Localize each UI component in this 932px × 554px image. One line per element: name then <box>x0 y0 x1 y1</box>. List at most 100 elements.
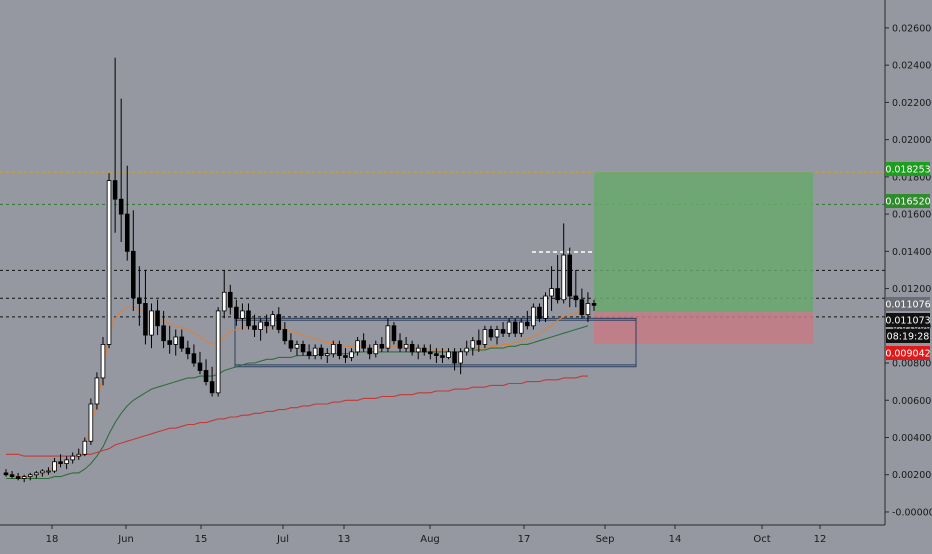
candle[interactable] <box>131 210 136 311</box>
candle[interactable] <box>482 325 488 349</box>
candle[interactable] <box>512 318 518 337</box>
candle[interactable] <box>234 299 239 326</box>
candle[interactable] <box>555 255 560 304</box>
candle[interactable] <box>94 372 100 410</box>
candle[interactable] <box>318 344 324 360</box>
candle[interactable] <box>173 329 179 356</box>
candle[interactable] <box>518 318 524 337</box>
candle[interactable] <box>403 336 409 352</box>
candle[interactable] <box>300 340 306 356</box>
candle[interactable] <box>500 322 506 337</box>
price-badge[interactable]: 08:19:28 <box>886 329 930 343</box>
candle[interactable] <box>331 340 336 358</box>
price-badge[interactable]: 0.018253 <box>885 162 931 176</box>
candle[interactable] <box>361 333 366 352</box>
candle[interactable] <box>506 318 512 337</box>
candle[interactable] <box>252 314 257 337</box>
candle[interactable] <box>276 307 282 334</box>
candle[interactable] <box>549 266 554 311</box>
candle[interactable] <box>240 303 245 330</box>
candle[interactable] <box>567 247 573 308</box>
candle[interactable] <box>537 303 542 323</box>
candle[interactable] <box>561 223 566 304</box>
candle[interactable] <box>40 469 45 477</box>
candle[interactable] <box>264 314 269 334</box>
price-badge[interactable]: 0.011073 <box>885 313 931 327</box>
candle[interactable] <box>106 173 112 349</box>
candle[interactable] <box>209 366 215 397</box>
candle[interactable] <box>434 348 439 364</box>
candle[interactable] <box>155 299 160 336</box>
candle[interactable] <box>391 322 397 345</box>
candle[interactable] <box>349 348 354 362</box>
candle[interactable] <box>161 310 166 349</box>
candle[interactable] <box>409 340 415 356</box>
candle[interactable] <box>397 333 403 352</box>
candle[interactable] <box>149 303 154 349</box>
candle[interactable] <box>9 471 15 479</box>
long-position-stop-zone[interactable] <box>594 312 813 344</box>
candle[interactable] <box>100 336 106 386</box>
candle[interactable] <box>470 336 476 356</box>
candle[interactable] <box>324 348 330 364</box>
candle[interactable] <box>373 340 379 358</box>
candle[interactable] <box>585 292 591 323</box>
candle[interactable] <box>288 333 294 352</box>
candle[interactable] <box>15 472 21 481</box>
candle[interactable] <box>385 318 391 352</box>
candle[interactable] <box>355 336 360 356</box>
candle[interactable] <box>76 448 82 460</box>
candle[interactable] <box>306 344 312 360</box>
candle[interactable] <box>282 322 288 345</box>
candle[interactable] <box>421 344 427 356</box>
candle[interactable] <box>488 325 494 341</box>
candle[interactable] <box>112 57 118 233</box>
candle[interactable] <box>64 456 69 470</box>
candle[interactable] <box>52 457 57 473</box>
candle[interactable] <box>203 359 209 386</box>
candle[interactable] <box>88 398 94 445</box>
candle[interactable] <box>452 348 457 371</box>
candle[interactable] <box>294 340 300 356</box>
candle[interactable] <box>367 344 372 360</box>
candle[interactable] <box>70 452 75 464</box>
candle[interactable] <box>46 467 51 475</box>
candle[interactable] <box>591 299 597 311</box>
candle[interactable] <box>525 310 530 330</box>
candle[interactable] <box>185 340 191 360</box>
candle[interactable] <box>228 284 233 315</box>
candle[interactable] <box>531 303 536 330</box>
candle[interactable] <box>337 340 342 360</box>
candle[interactable] <box>191 344 197 367</box>
long-position-profit-zone[interactable] <box>594 172 813 313</box>
candle[interactable] <box>476 329 482 352</box>
accumulation-box[interactable] <box>234 317 637 368</box>
candle[interactable] <box>21 474 27 483</box>
candle[interactable] <box>458 348 463 375</box>
price-badge[interactable]: 0.009042 <box>885 346 931 360</box>
candle[interactable] <box>543 292 548 323</box>
candle[interactable] <box>415 344 421 360</box>
candle[interactable] <box>137 266 142 326</box>
candle[interactable] <box>379 336 385 352</box>
candle[interactable] <box>464 340 469 356</box>
candle[interactable] <box>197 351 203 375</box>
candle[interactable] <box>270 310 276 330</box>
candle[interactable] <box>446 348 451 360</box>
candle[interactable] <box>3 469 9 477</box>
candle[interactable] <box>179 329 185 352</box>
candle[interactable] <box>215 307 221 397</box>
candle[interactable] <box>58 454 63 468</box>
candle[interactable] <box>494 325 500 345</box>
candle[interactable] <box>82 437 88 457</box>
candle[interactable] <box>258 318 263 341</box>
candle[interactable] <box>343 348 348 364</box>
candle[interactable] <box>246 303 251 330</box>
candle[interactable] <box>167 325 172 354</box>
candle[interactable] <box>143 269 148 345</box>
candle[interactable] <box>440 348 445 364</box>
price-badge[interactable]: 0.011076 <box>885 297 931 311</box>
candle[interactable] <box>428 344 433 360</box>
